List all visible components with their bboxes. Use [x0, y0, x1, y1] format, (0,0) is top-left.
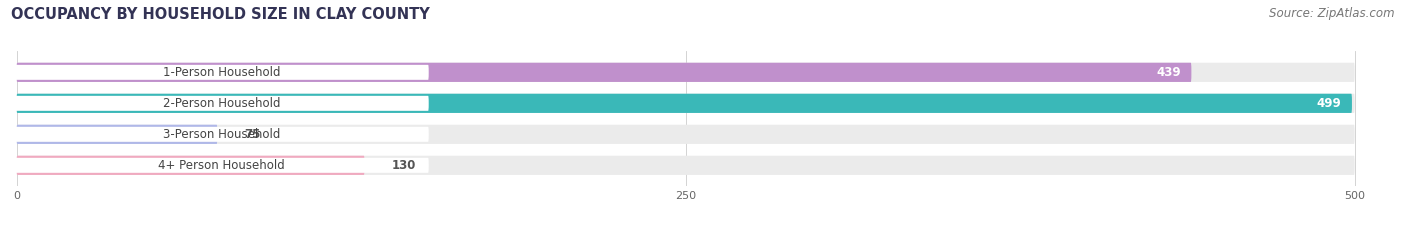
FancyBboxPatch shape: [17, 63, 1191, 82]
Text: 499: 499: [1316, 97, 1341, 110]
FancyBboxPatch shape: [14, 127, 429, 142]
FancyBboxPatch shape: [17, 63, 1354, 82]
Text: 3-Person Household: 3-Person Household: [163, 128, 280, 141]
Text: OCCUPANCY BY HOUSEHOLD SIZE IN CLAY COUNTY: OCCUPANCY BY HOUSEHOLD SIZE IN CLAY COUN…: [11, 7, 430, 22]
Text: 439: 439: [1156, 66, 1181, 79]
FancyBboxPatch shape: [17, 156, 1354, 175]
FancyBboxPatch shape: [14, 158, 429, 173]
Text: 2-Person Household: 2-Person Household: [163, 97, 280, 110]
FancyBboxPatch shape: [17, 94, 1353, 113]
Text: 1-Person Household: 1-Person Household: [163, 66, 280, 79]
FancyBboxPatch shape: [14, 65, 429, 80]
Text: Source: ZipAtlas.com: Source: ZipAtlas.com: [1270, 7, 1395, 20]
Text: 130: 130: [391, 159, 416, 172]
Text: 4+ Person Household: 4+ Person Household: [157, 159, 284, 172]
FancyBboxPatch shape: [17, 94, 1354, 113]
FancyBboxPatch shape: [17, 156, 364, 175]
FancyBboxPatch shape: [17, 125, 1354, 144]
Text: 75: 75: [245, 128, 260, 141]
FancyBboxPatch shape: [17, 125, 218, 144]
FancyBboxPatch shape: [14, 96, 429, 111]
